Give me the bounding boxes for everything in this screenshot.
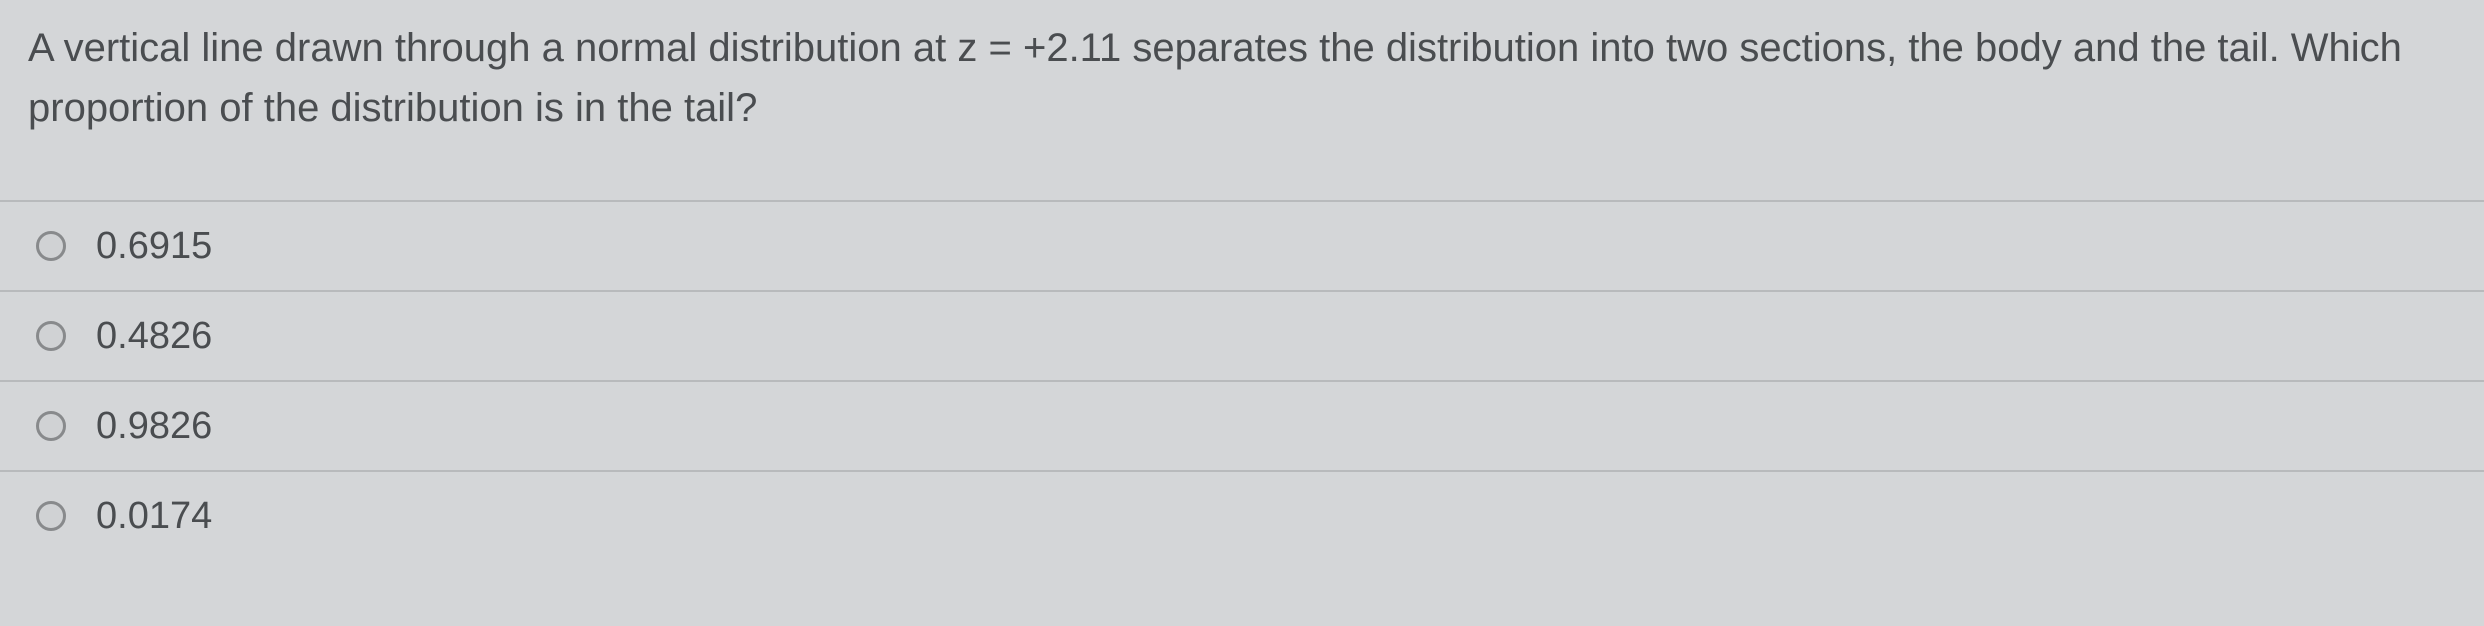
radio-icon[interactable] <box>36 321 66 351</box>
option-row[interactable]: 0.0174 <box>0 470 2484 560</box>
option-row[interactable]: 0.4826 <box>0 290 2484 380</box>
option-label: 0.6915 <box>96 225 212 268</box>
question-block: A vertical line drawn through a normal d… <box>0 0 2484 138</box>
radio-icon[interactable] <box>36 501 66 531</box>
radio-icon[interactable] <box>36 231 66 261</box>
option-label: 0.0174 <box>96 495 212 538</box>
option-label: 0.4826 <box>96 315 212 358</box>
option-label: 0.9826 <box>96 405 212 448</box>
option-row[interactable]: 0.6915 <box>0 200 2484 290</box>
radio-icon[interactable] <box>36 411 66 441</box>
option-row[interactable]: 0.9826 <box>0 380 2484 470</box>
question-text: A vertical line drawn through a normal d… <box>28 18 2456 138</box>
options-block: 0.6915 0.4826 0.9826 0.0174 <box>0 200 2484 560</box>
